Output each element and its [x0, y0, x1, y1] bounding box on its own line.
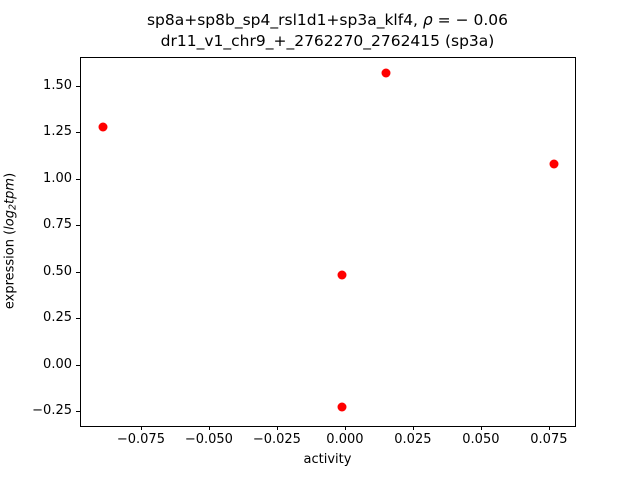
x-tick-mark: [480, 426, 482, 430]
x-tick-label: 0.025: [394, 432, 432, 447]
data-point: [337, 270, 347, 280]
x-tick-mark: [140, 426, 142, 430]
y-axis-label: expression (log2tpm): [3, 173, 22, 309]
y-tick-mark: [76, 178, 80, 180]
data-point: [337, 402, 347, 412]
y-axis-label-tpm: tpm: [2, 177, 18, 204]
x-tick-mark: [276, 426, 278, 430]
y-axis-label-suffix: ): [2, 172, 18, 178]
y-tick-label: 0.25: [43, 310, 72, 326]
plot-title-line1-value: = − 0.06: [432, 11, 509, 29]
y-tick-label: 0.75: [43, 217, 72, 233]
y-tick-mark: [76, 85, 80, 87]
y-axis-label-sub: 2: [7, 203, 19, 210]
x-tick-label: −0.025: [252, 432, 301, 447]
x-tick-mark: [208, 426, 210, 430]
y-tick-label: −0.25: [32, 402, 72, 418]
data-point: [549, 159, 559, 169]
data-point: [98, 122, 108, 132]
x-axis-label: activity: [303, 452, 352, 467]
y-tick-mark: [76, 271, 80, 273]
x-tick-mark: [412, 426, 414, 430]
plot-title-line2: dr11_v1_chr9_+_2762270_2762415 (sp3a): [160, 32, 495, 50]
x-tick-label: 0.000: [326, 432, 364, 447]
y-tick-mark: [76, 225, 80, 227]
y-axis-label-log: log: [2, 209, 18, 230]
rho-symbol: ρ: [422, 11, 433, 29]
x-tick-mark: [344, 426, 346, 430]
y-tick-mark: [76, 364, 80, 366]
y-tick-label: 1.25: [43, 124, 72, 140]
y-tick-label: 0.50: [43, 263, 72, 279]
x-tick-label: −0.075: [116, 432, 165, 447]
plot-title-line1: sp8a+sp8b_sp4_rsl1d1+sp3a_klf4, ρ = − 0.…: [80, 10, 575, 31]
y-tick-mark: [76, 410, 80, 412]
data-point: [381, 68, 391, 78]
x-tick-label: 0.075: [530, 432, 568, 447]
plot-title: sp8a+sp8b_sp4_rsl1d1+sp3a_klf4, ρ = − 0.…: [80, 10, 575, 52]
plot-title-line1-text: sp8a+sp8b_sp4_rsl1d1+sp3a_klf4,: [146, 11, 423, 29]
y-axis-label-prefix: expression (: [2, 229, 18, 310]
y-tick-label: 0.00: [43, 356, 72, 372]
x-tick-label: 0.050: [462, 432, 500, 447]
y-tick-label: 1.00: [43, 170, 72, 186]
y-tick-label: 1.50: [43, 77, 72, 93]
x-tick-mark: [548, 426, 550, 430]
x-tick-label: −0.050: [184, 432, 233, 447]
y-tick-mark: [76, 318, 80, 320]
y-tick-mark: [76, 132, 80, 134]
plot-area: [80, 57, 576, 427]
